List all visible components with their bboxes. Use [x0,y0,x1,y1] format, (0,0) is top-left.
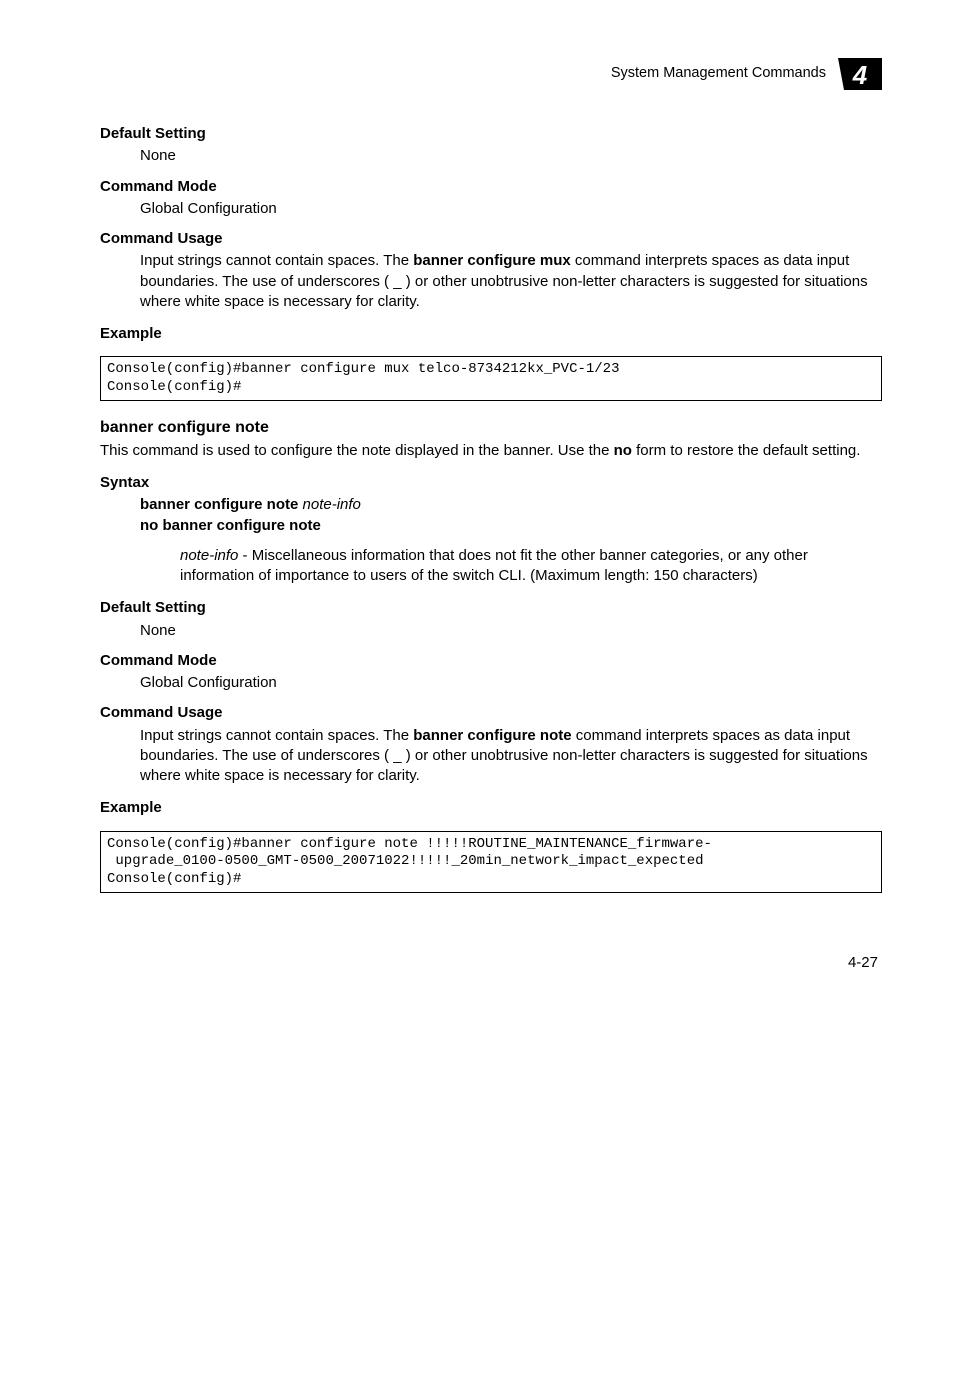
usage2-text-bold: banner configure note [413,727,571,744]
subsection-intro-before: This command is used to configure the no… [100,442,614,459]
syntax-desc-italic: note-info [180,547,238,564]
section-example-1-title: Example [100,324,882,344]
syntax-line1-italic: note-info [303,496,361,513]
section-command-usage-1-title: Command Usage [100,229,882,249]
page-number: 4-27 [100,953,882,973]
header-label: System Management Commands [611,64,826,84]
section-example-2-title: Example [100,798,882,818]
syntax-line-1: banner configure note note-info [140,495,882,515]
section-command-usage-2-body: Input strings cannot contain spaces. The… [140,726,882,787]
usage1-text-bold: banner configure mux [413,252,571,269]
subsection-intro-after: form to restore the default setting. [632,442,860,459]
section-command-usage-1-body: Input strings cannot contain spaces. The… [140,251,882,312]
section-default-setting-2-body: None [140,621,882,641]
usage1-text-before: Input strings cannot contain spaces. The [140,252,413,269]
page-header: System Management Commands 4 [100,58,882,90]
section-command-mode-1-title: Command Mode [100,177,882,197]
subsection-title: banner configure note [100,417,882,439]
syntax-line-2: no banner configure note [140,516,882,536]
example-1-code: Console(config)#banner configure mux tel… [100,356,882,401]
section-default-setting-1-body: None [140,146,882,166]
syntax-desc: note-info - Miscellaneous information th… [180,546,882,587]
example-2-code: Console(config)#banner configure note !!… [100,831,882,894]
chapter-badge-icon: 4 [838,58,882,90]
subsection-intro: This command is used to configure the no… [100,441,882,461]
chapter-number: 4 [852,60,868,90]
section-default-setting-2-title: Default Setting [100,598,882,618]
section-command-mode-2-title: Command Mode [100,651,882,671]
section-syntax-title: Syntax [100,473,882,493]
section-command-mode-1-body: Global Configuration [140,199,882,219]
section-command-usage-2-title: Command Usage [100,703,882,723]
usage2-text-before: Input strings cannot contain spaces. The [140,727,413,744]
syntax-line1-bold: banner configure note [140,496,303,513]
section-default-setting-1-title: Default Setting [100,124,882,144]
subsection-intro-bold: no [614,442,632,459]
section-command-mode-2-body: Global Configuration [140,673,882,693]
syntax-desc-rest: - Miscellaneous information that does no… [180,547,808,584]
